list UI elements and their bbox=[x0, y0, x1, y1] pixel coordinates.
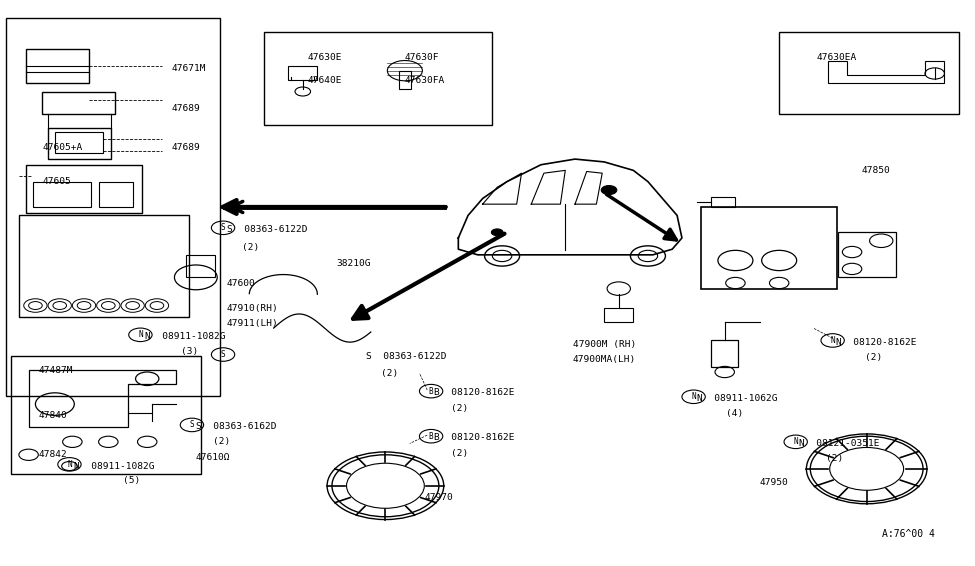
Text: 47605+A: 47605+A bbox=[42, 143, 83, 152]
Text: S  08363-6122D: S 08363-6122D bbox=[227, 225, 307, 234]
Text: N: N bbox=[138, 331, 142, 339]
Bar bbox=[399, 71, 410, 89]
Text: 47900MA(LH): 47900MA(LH) bbox=[573, 354, 637, 363]
Text: 47911(LH): 47911(LH) bbox=[227, 319, 279, 328]
Bar bbox=[264, 32, 492, 125]
Text: 47689: 47689 bbox=[172, 143, 200, 152]
Bar bbox=[711, 340, 738, 367]
Text: N: N bbox=[794, 438, 798, 447]
Text: 47970: 47970 bbox=[424, 492, 453, 501]
Text: (2): (2) bbox=[380, 368, 398, 378]
Text: N  08911-1062G: N 08911-1062G bbox=[696, 394, 777, 403]
Text: S: S bbox=[220, 224, 225, 232]
Bar bbox=[19, 216, 189, 317]
Text: (3): (3) bbox=[181, 347, 199, 356]
Text: 47689: 47689 bbox=[172, 104, 200, 113]
Text: B: B bbox=[429, 432, 434, 441]
Bar bbox=[25, 165, 142, 213]
Text: A:76^00 4: A:76^00 4 bbox=[881, 529, 935, 539]
Text: B: B bbox=[429, 387, 434, 396]
Bar bbox=[42, 92, 115, 114]
Text: S  08363-6162D: S 08363-6162D bbox=[196, 422, 276, 431]
Bar bbox=[838, 232, 896, 277]
Text: 47950: 47950 bbox=[760, 478, 789, 487]
Text: 47610Ω: 47610Ω bbox=[196, 453, 230, 462]
Text: N: N bbox=[691, 392, 696, 401]
Bar bbox=[701, 207, 838, 289]
Text: N: N bbox=[67, 460, 72, 469]
Text: 47671M: 47671M bbox=[172, 65, 206, 74]
Text: B  08120-8162E: B 08120-8162E bbox=[434, 388, 515, 397]
Text: (2): (2) bbox=[243, 243, 259, 252]
Text: 47850: 47850 bbox=[862, 166, 890, 175]
Text: (2): (2) bbox=[826, 454, 843, 463]
Text: N  08911-1082G: N 08911-1082G bbox=[145, 332, 226, 341]
Bar bbox=[55, 132, 103, 153]
Text: (2): (2) bbox=[865, 353, 882, 362]
Bar bbox=[289, 66, 317, 80]
Text: N: N bbox=[831, 336, 835, 345]
Text: N  08911-1082G: N 08911-1082G bbox=[74, 461, 155, 470]
Text: 47900M (RH): 47900M (RH) bbox=[573, 341, 637, 349]
Text: N  08120-8162E: N 08120-8162E bbox=[836, 338, 916, 346]
Text: B  08120-8162E: B 08120-8162E bbox=[434, 434, 515, 443]
Text: (5): (5) bbox=[123, 475, 140, 484]
Bar bbox=[48, 128, 111, 159]
Bar bbox=[711, 197, 735, 207]
Text: 38210G: 38210G bbox=[336, 259, 371, 268]
Text: N  08121-0351E: N 08121-0351E bbox=[799, 439, 879, 448]
Text: 47640E: 47640E bbox=[308, 76, 342, 85]
Text: 47630FA: 47630FA bbox=[405, 76, 446, 85]
Text: 47630EA: 47630EA bbox=[816, 53, 856, 62]
Text: (4): (4) bbox=[725, 409, 743, 418]
Text: 47840: 47840 bbox=[38, 411, 67, 420]
Bar bbox=[6, 18, 220, 396]
Bar bbox=[186, 255, 215, 277]
Text: (2): (2) bbox=[214, 438, 230, 447]
Text: 47630F: 47630F bbox=[405, 53, 440, 62]
Bar bbox=[604, 308, 634, 323]
Bar bbox=[25, 49, 89, 83]
Bar bbox=[779, 32, 959, 114]
Text: 47630E: 47630E bbox=[308, 53, 342, 62]
Bar bbox=[32, 182, 91, 207]
Text: (2): (2) bbox=[450, 449, 468, 457]
Circle shape bbox=[602, 186, 617, 195]
Bar bbox=[11, 356, 201, 474]
Text: S: S bbox=[220, 350, 225, 359]
Text: 47842: 47842 bbox=[38, 451, 67, 459]
Text: 47487M: 47487M bbox=[38, 366, 73, 375]
Text: S: S bbox=[189, 421, 194, 430]
Bar bbox=[98, 182, 133, 207]
Circle shape bbox=[491, 229, 503, 235]
Text: 47910(RH): 47910(RH) bbox=[227, 304, 279, 313]
Text: 47605: 47605 bbox=[42, 177, 71, 186]
Text: S  08363-6122D: S 08363-6122D bbox=[366, 351, 447, 361]
Text: 47600: 47600 bbox=[227, 278, 255, 288]
Text: (2): (2) bbox=[450, 404, 468, 413]
